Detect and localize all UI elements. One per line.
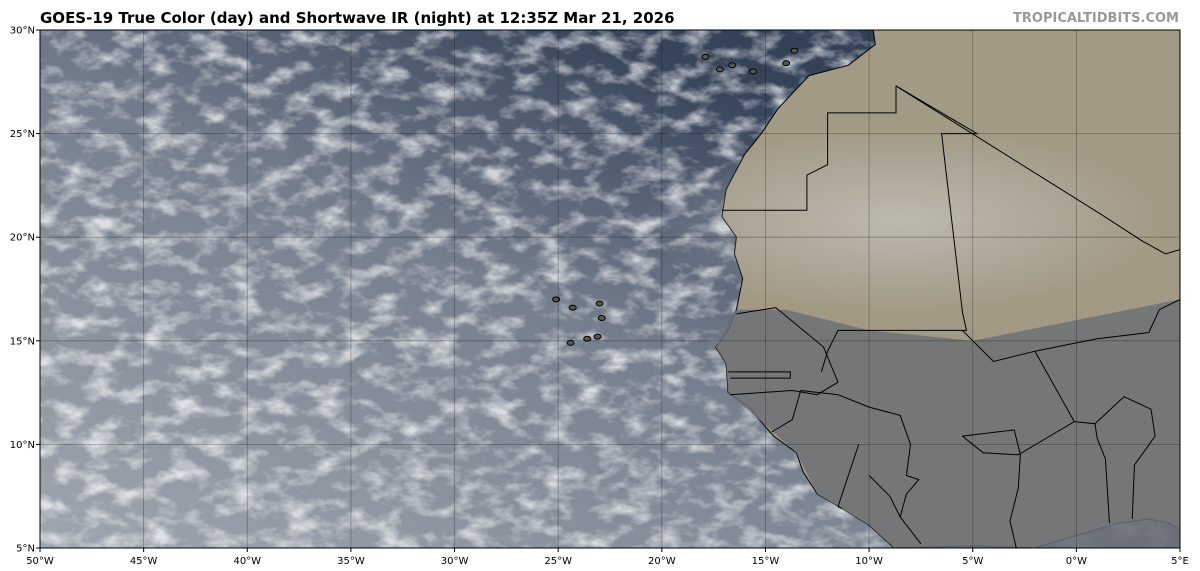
border-line [837, 444, 860, 510]
island [749, 68, 758, 75]
border-line [721, 85, 897, 211]
lat-tick-label: 15°N [10, 336, 35, 347]
border-line [728, 371, 791, 379]
lon-tick-label: 40°W [233, 556, 261, 567]
map-frame [39, 29, 1181, 549]
sahel-region [715, 299, 1180, 548]
border-line [868, 475, 901, 518]
island [782, 60, 791, 67]
border-line [771, 390, 802, 433]
border-line [1094, 396, 1156, 520]
island [597, 315, 606, 322]
lat-tick-label: 30°N [10, 26, 35, 37]
border-line [962, 298, 1180, 363]
border-line [895, 85, 1180, 255]
island [595, 300, 604, 307]
islands [552, 47, 799, 346]
island [566, 339, 575, 346]
lon-tick-label: 30°W [441, 556, 469, 567]
map-title: GOES-19 True Color (day) and Shortwave I… [40, 9, 675, 27]
lon-tick-label: 20°W [648, 556, 676, 567]
lat-tick-label: 10°N [10, 440, 35, 451]
lon-tick-label: 10°W [855, 556, 883, 567]
island [701, 53, 710, 60]
lon-tick-label: 5°W [962, 556, 983, 567]
sahara-dust [640, 130, 1160, 310]
gridlines [40, 30, 1180, 548]
border-line [962, 421, 1110, 524]
watermark: TROPICALTIDBITS.COM [1013, 11, 1179, 26]
island [790, 47, 799, 54]
border-line [1034, 350, 1075, 422]
lon-tick-label: 50°W [26, 556, 54, 567]
country-borders [721, 85, 1180, 548]
axis-ticks: 50°W 45°W 40°W 35°W 30°W 25°W 20°W 15°W 10°W 5°W 0… [10, 26, 1189, 568]
island [728, 62, 737, 69]
lon-tick-label: 45°W [130, 556, 158, 567]
lat-tick-label: 5°N [16, 544, 35, 555]
lon-tick-label: 15°W [752, 556, 780, 567]
lon-tick-label: 25°W [544, 556, 572, 567]
lat-tick-label: 25°N [10, 129, 35, 140]
lon-tick-label: 35°W [337, 556, 365, 567]
border-line [962, 429, 1021, 548]
border-line [730, 307, 839, 396]
lat-tick-label: 20°N [10, 233, 35, 244]
lon-tick-label: 5°E [1171, 556, 1189, 567]
border-line [820, 85, 979, 373]
lon-tick-label: 0°W [1066, 556, 1087, 567]
border-line [837, 394, 922, 545]
island [583, 335, 592, 342]
island [552, 296, 561, 303]
island [593, 333, 602, 340]
border-line [800, 390, 839, 396]
island [568, 304, 577, 311]
island [715, 66, 724, 73]
